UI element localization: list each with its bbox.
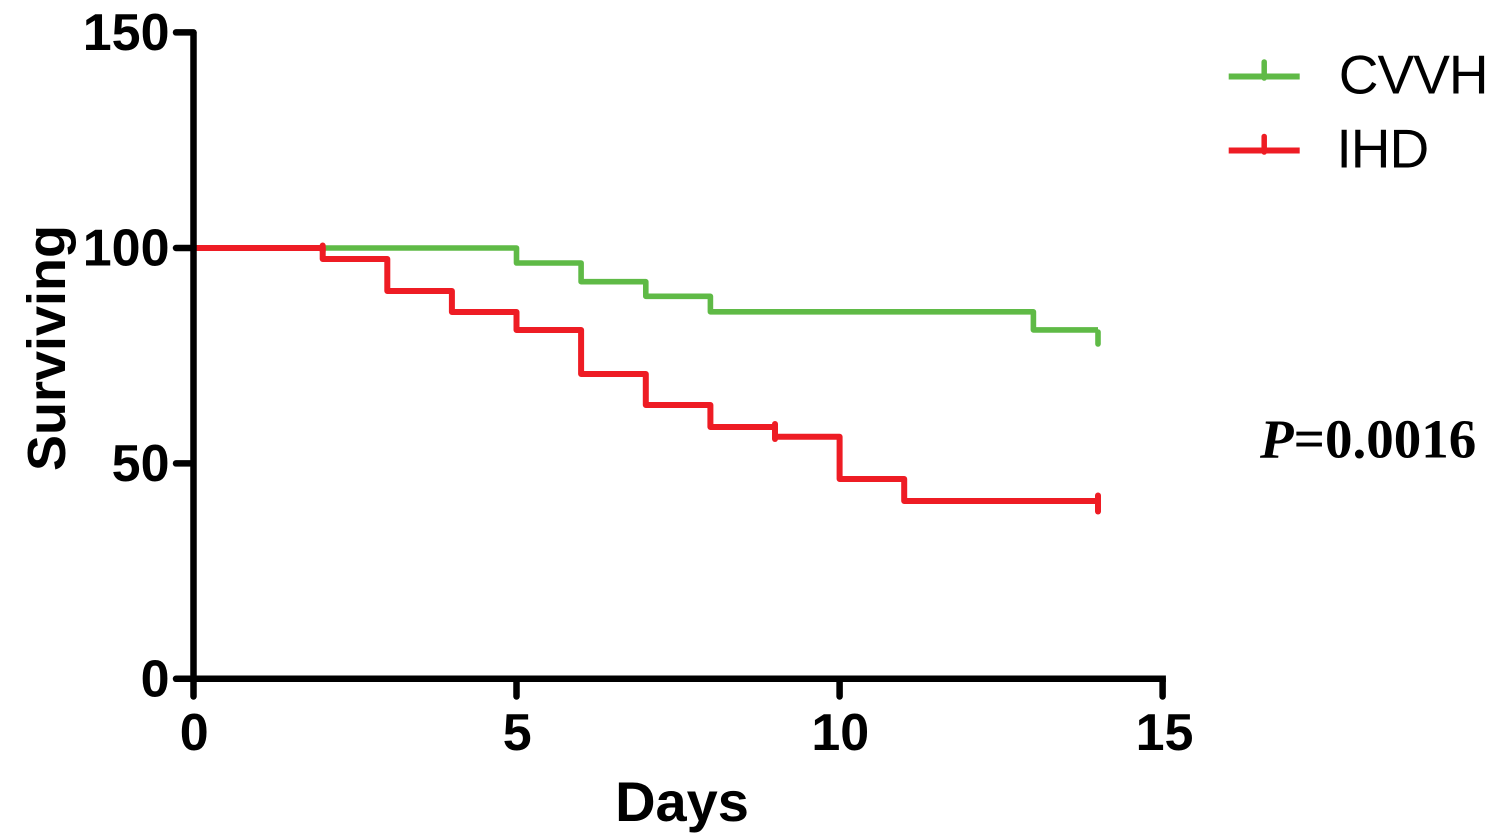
svg-text:0: 0 [141,651,170,709]
svg-text:IHD: IHD [1337,118,1429,180]
svg-text:10: 10 [811,704,869,762]
svg-text:0: 0 [180,704,209,762]
svg-text:150: 150 [83,4,170,62]
svg-text:Surviving: Surviving [17,225,77,471]
svg-text:CVVH: CVVH [1339,44,1488,106]
svg-text:100: 100 [83,220,170,278]
svg-text:Days: Days [615,770,749,833]
svg-text:50: 50 [112,435,170,493]
svg-text:P=0.0016: P=0.0016 [1259,409,1476,470]
svg-text:15: 15 [1136,704,1194,762]
svg-text:5: 5 [503,704,532,762]
